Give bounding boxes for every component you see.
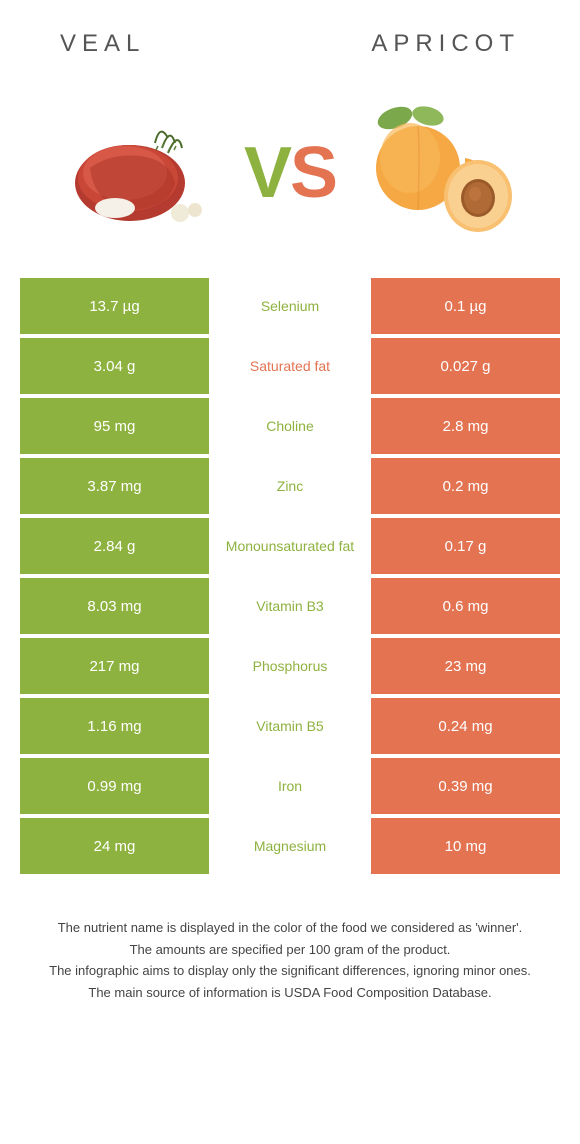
value-right: 0.1 µg — [371, 278, 560, 334]
value-left: 8.03 mg — [20, 578, 209, 634]
table-row: 3.87 mgZinc0.2 mg — [20, 458, 560, 514]
value-left: 2.84 g — [20, 518, 209, 574]
value-left: 0.99 mg — [20, 758, 209, 814]
value-left: 13.7 µg — [20, 278, 209, 334]
value-right: 0.17 g — [371, 518, 560, 574]
value-right: 23 mg — [371, 638, 560, 694]
value-right: 10 mg — [371, 818, 560, 874]
vs-v: V — [244, 133, 290, 213]
nutrient-label: Phosphorus — [209, 638, 371, 694]
nutrient-label: Vitamin B5 — [209, 698, 371, 754]
table-row: 0.99 mgIron0.39 mg — [20, 758, 560, 814]
nutrient-table: 13.7 µgSelenium0.1 µg3.04 gSaturated fat… — [0, 278, 580, 874]
table-row: 2.84 gMonounsaturated fat0.17 g — [20, 518, 560, 574]
table-row: 24 mgMagnesium10 mg — [20, 818, 560, 874]
footer-line: The main source of information is USDA F… — [30, 983, 550, 1003]
value-left: 1.16 mg — [20, 698, 209, 754]
table-row: 8.03 mgVitamin B30.6 mg — [20, 578, 560, 634]
title-left: Veal — [60, 30, 145, 58]
footer-line: The nutrient name is displayed in the co… — [30, 918, 550, 938]
value-right: 0.6 mg — [371, 578, 560, 634]
vs-label: VS — [244, 132, 336, 214]
nutrient-label: Magnesium — [209, 818, 371, 874]
table-row: 3.04 gSaturated fat0.027 g — [20, 338, 560, 394]
veal-image — [60, 98, 210, 248]
value-right: 0.2 mg — [371, 458, 560, 514]
nutrient-label: Iron — [209, 758, 371, 814]
value-right: 0.027 g — [371, 338, 560, 394]
value-left: 24 mg — [20, 818, 209, 874]
footer-line: The amounts are specified per 100 gram o… — [30, 940, 550, 960]
value-left: 3.87 mg — [20, 458, 209, 514]
title-right: Apricot — [371, 30, 520, 58]
value-left: 95 mg — [20, 398, 209, 454]
footer-notes: The nutrient name is displayed in the co… — [0, 878, 580, 1002]
table-row: 95 mgCholine2.8 mg — [20, 398, 560, 454]
nutrient-label: Monounsaturated fat — [209, 518, 371, 574]
value-right: 0.24 mg — [371, 698, 560, 754]
hero: VS — [0, 78, 580, 278]
vs-s: S — [290, 133, 336, 213]
table-row: 217 mgPhosphorus23 mg — [20, 638, 560, 694]
nutrient-label: Selenium — [209, 278, 371, 334]
nutrient-label: Choline — [209, 398, 371, 454]
nutrient-label: Vitamin B3 — [209, 578, 371, 634]
value-right: 2.8 mg — [371, 398, 560, 454]
value-left: 3.04 g — [20, 338, 209, 394]
value-right: 0.39 mg — [371, 758, 560, 814]
nutrient-label: Saturated fat — [209, 338, 371, 394]
apricot-image — [370, 98, 520, 248]
table-row: 1.16 mgVitamin B50.24 mg — [20, 698, 560, 754]
header: Veal Apricot — [0, 0, 580, 78]
nutrient-label: Zinc — [209, 458, 371, 514]
table-row: 13.7 µgSelenium0.1 µg — [20, 278, 560, 334]
value-left: 217 mg — [20, 638, 209, 694]
footer-line: The infographic aims to display only the… — [30, 961, 550, 981]
